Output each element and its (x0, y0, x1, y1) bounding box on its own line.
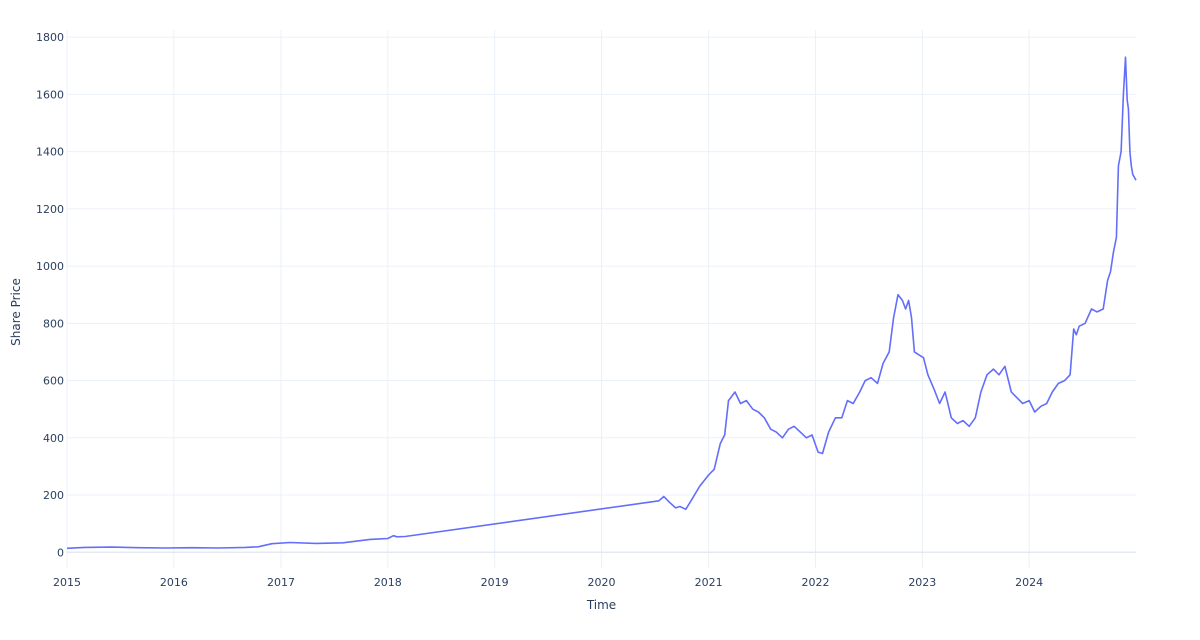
x-axis-ticks: 2015 2016 2017 2018 2019 2020 2021 2022 2023 2024 (53, 576, 1043, 589)
x-tick-label: 2015 (53, 576, 81, 589)
y-axis-ticks: 0 200 400 600 800 1000 1200 1400 1600 1800 (36, 31, 64, 559)
x-tick-label: 2021 (695, 576, 723, 589)
x-tick-label: 2019 (481, 576, 509, 589)
y-tick-label: 200 (43, 489, 64, 502)
x-tick-label: 2024 (1015, 576, 1043, 589)
y-axis-title: Share Price (9, 278, 23, 346)
y-tick-label: 1200 (36, 203, 64, 216)
y-tick-label: 600 (43, 375, 64, 388)
series-line (66, 56, 1137, 550)
x-axis-title: Time (586, 598, 616, 612)
x-tick-label: 2023 (908, 576, 936, 589)
x-tick-label: 2022 (801, 576, 829, 589)
x-tick-label: 2016 (160, 576, 188, 589)
x-tick-label: 2017 (267, 576, 295, 589)
x-tick-label: 2020 (588, 576, 616, 589)
y-tick-label: 800 (43, 317, 64, 330)
plot-area (66, 56, 1137, 550)
y-tick-label: 1400 (36, 146, 64, 159)
y-tick-label: 1000 (36, 260, 64, 273)
y-tick-label: 1800 (36, 31, 64, 44)
x-tick-label: 2018 (374, 576, 402, 589)
y-tick-label: 0 (57, 546, 64, 559)
grid (66, 30, 1136, 568)
y-tick-label: 1600 (36, 88, 64, 101)
y-tick-label: 400 (43, 432, 64, 445)
